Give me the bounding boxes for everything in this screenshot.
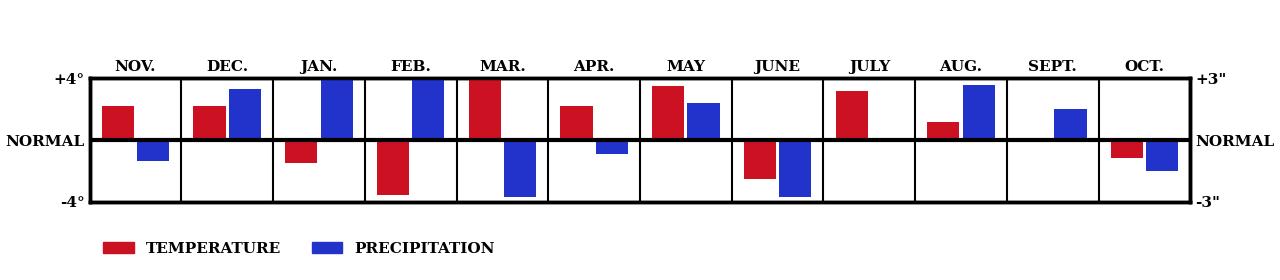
Bar [963, 85, 995, 140]
Bar [412, 58, 444, 140]
Bar [229, 89, 261, 140]
Bar [504, 140, 536, 197]
Bar [193, 106, 225, 140]
Bar [652, 86, 685, 140]
Legend: TEMPERATURE, PRECIPITATION: TEMPERATURE, PRECIPITATION [97, 235, 502, 262]
Bar [1146, 140, 1179, 171]
Bar [320, 58, 353, 140]
Bar [468, 78, 500, 140]
Bar [744, 140, 776, 179]
Bar [561, 106, 593, 140]
Bar [137, 140, 169, 160]
Bar [836, 91, 868, 140]
Bar [1111, 140, 1143, 158]
Bar [376, 140, 410, 195]
Bar [595, 140, 628, 154]
Bar [927, 122, 960, 140]
Bar [780, 140, 812, 197]
Bar [1055, 109, 1087, 140]
Bar [285, 140, 317, 163]
Bar [687, 103, 719, 140]
Bar [101, 106, 134, 140]
